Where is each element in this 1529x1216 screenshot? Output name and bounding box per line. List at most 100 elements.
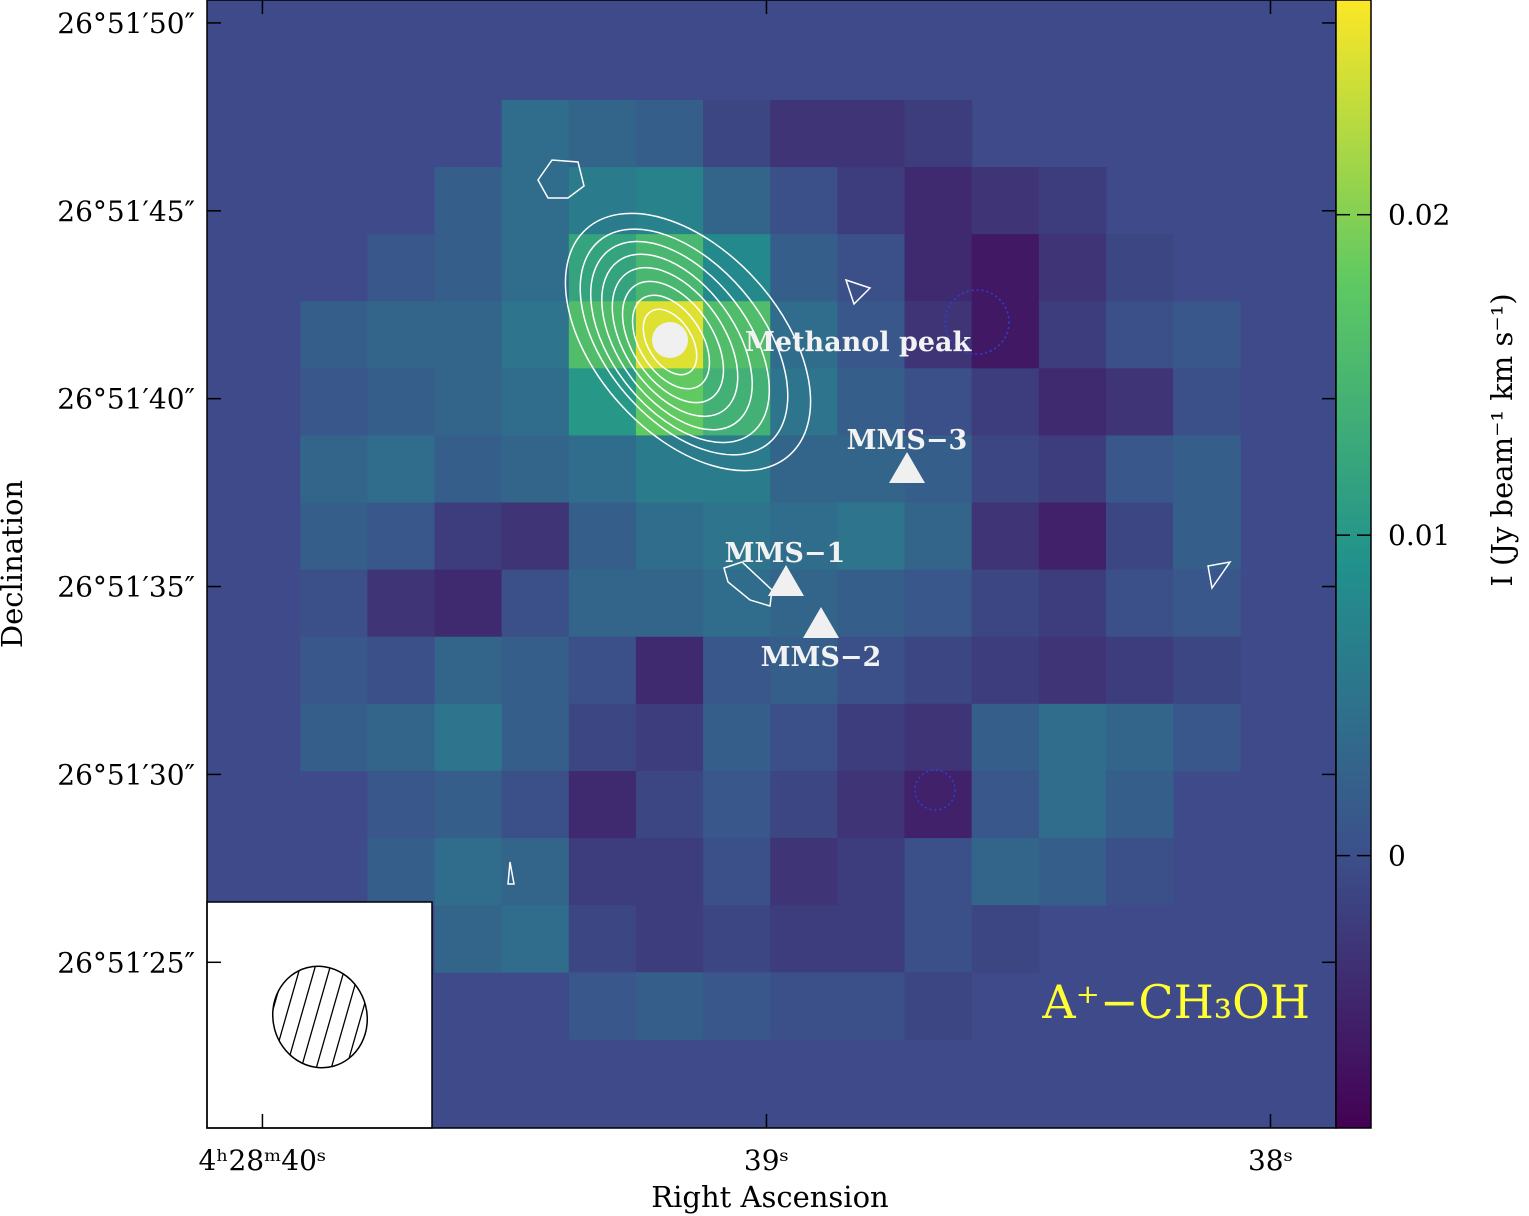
negative-contours — [914, 289, 1010, 811]
cell — [971, 301, 1040, 369]
cell — [1038, 636, 1107, 705]
contours — [507, 159, 1232, 885]
cell — [635, 838, 704, 906]
cell — [703, 368, 771, 436]
cell — [904, 770, 973, 839]
cell — [501, 234, 570, 302]
cell — [1173, 301, 1241, 369]
cell — [1038, 435, 1107, 504]
x-axis-label: Right Ascension — [651, 1180, 888, 1214]
cell — [568, 167, 637, 235]
cell — [568, 569, 637, 638]
cell — [501, 502, 570, 571]
cell — [703, 703, 771, 772]
cell — [635, 569, 704, 638]
cell — [837, 301, 906, 369]
cell — [1105, 234, 1174, 302]
marker-label: MMS−1 — [725, 538, 846, 569]
cell — [568, 905, 637, 973]
cell — [568, 435, 637, 504]
cell — [635, 502, 704, 571]
cell — [703, 972, 771, 1040]
colorbar — [1335, 0, 1372, 1129]
cell — [300, 502, 368, 571]
marker-label: Methanol peak — [745, 327, 973, 358]
cell — [367, 435, 436, 504]
cell — [1173, 636, 1241, 705]
cell — [904, 301, 973, 369]
contour — [589, 240, 771, 444]
cell — [1038, 502, 1107, 571]
cell — [434, 435, 503, 504]
cell — [434, 838, 503, 906]
cell — [568, 972, 637, 1040]
cell — [1105, 301, 1174, 369]
contour — [564, 212, 812, 472]
cell — [568, 368, 637, 436]
cell — [1173, 435, 1241, 504]
cell — [770, 972, 838, 1040]
cell — [1038, 368, 1107, 436]
cell — [568, 636, 637, 705]
cell — [770, 234, 838, 302]
cell — [635, 167, 704, 235]
cell — [300, 703, 368, 772]
cell — [971, 636, 1040, 705]
cell — [837, 703, 906, 772]
cell — [904, 569, 973, 638]
map — [300, 99, 1241, 1040]
cell — [367, 502, 436, 571]
contour — [611, 266, 739, 418]
cell — [971, 502, 1040, 571]
cell — [703, 502, 771, 571]
marker-label: MMS−3 — [847, 425, 968, 456]
cell — [770, 905, 838, 973]
cell — [837, 435, 906, 504]
cell — [837, 972, 906, 1040]
contour — [914, 769, 956, 811]
cell — [1105, 838, 1174, 906]
cell — [568, 703, 637, 772]
triangle-marker — [803, 607, 839, 638]
cell — [1105, 502, 1174, 571]
cell — [1038, 838, 1107, 906]
molecule-label: A⁺−CH₃OH — [1041, 975, 1310, 1029]
cell — [1105, 368, 1174, 436]
cell — [971, 368, 1040, 436]
cell — [770, 99, 838, 168]
cell — [703, 167, 771, 235]
cell — [837, 502, 906, 571]
cell — [770, 368, 838, 436]
cell — [837, 636, 906, 705]
cell — [300, 368, 368, 436]
cell — [568, 770, 637, 839]
cell — [971, 435, 1040, 504]
triangle-marker — [889, 452, 925, 483]
cell — [501, 569, 570, 638]
cell — [568, 99, 637, 168]
cell — [501, 301, 570, 369]
cell — [703, 838, 771, 906]
cell — [501, 368, 570, 436]
cell — [703, 905, 771, 973]
colorbar-label: I (Jy beam⁻¹ km s⁻¹) — [1485, 293, 1519, 586]
cell — [367, 838, 436, 906]
cell — [971, 770, 1040, 839]
cell — [703, 99, 771, 168]
cell — [300, 569, 368, 638]
contour — [844, 278, 872, 306]
x-tick-label: 38ˢ — [1248, 1144, 1293, 1177]
cell — [501, 167, 570, 235]
cell — [1173, 703, 1241, 772]
cell — [434, 301, 503, 369]
cell — [770, 167, 838, 235]
cell — [367, 569, 436, 638]
cell — [568, 838, 637, 906]
cell — [904, 703, 973, 772]
y-tick-label: 26°51′30″ — [57, 758, 195, 791]
contour — [537, 159, 585, 199]
cell — [635, 905, 704, 973]
cell — [434, 234, 503, 302]
cell — [635, 972, 704, 1040]
